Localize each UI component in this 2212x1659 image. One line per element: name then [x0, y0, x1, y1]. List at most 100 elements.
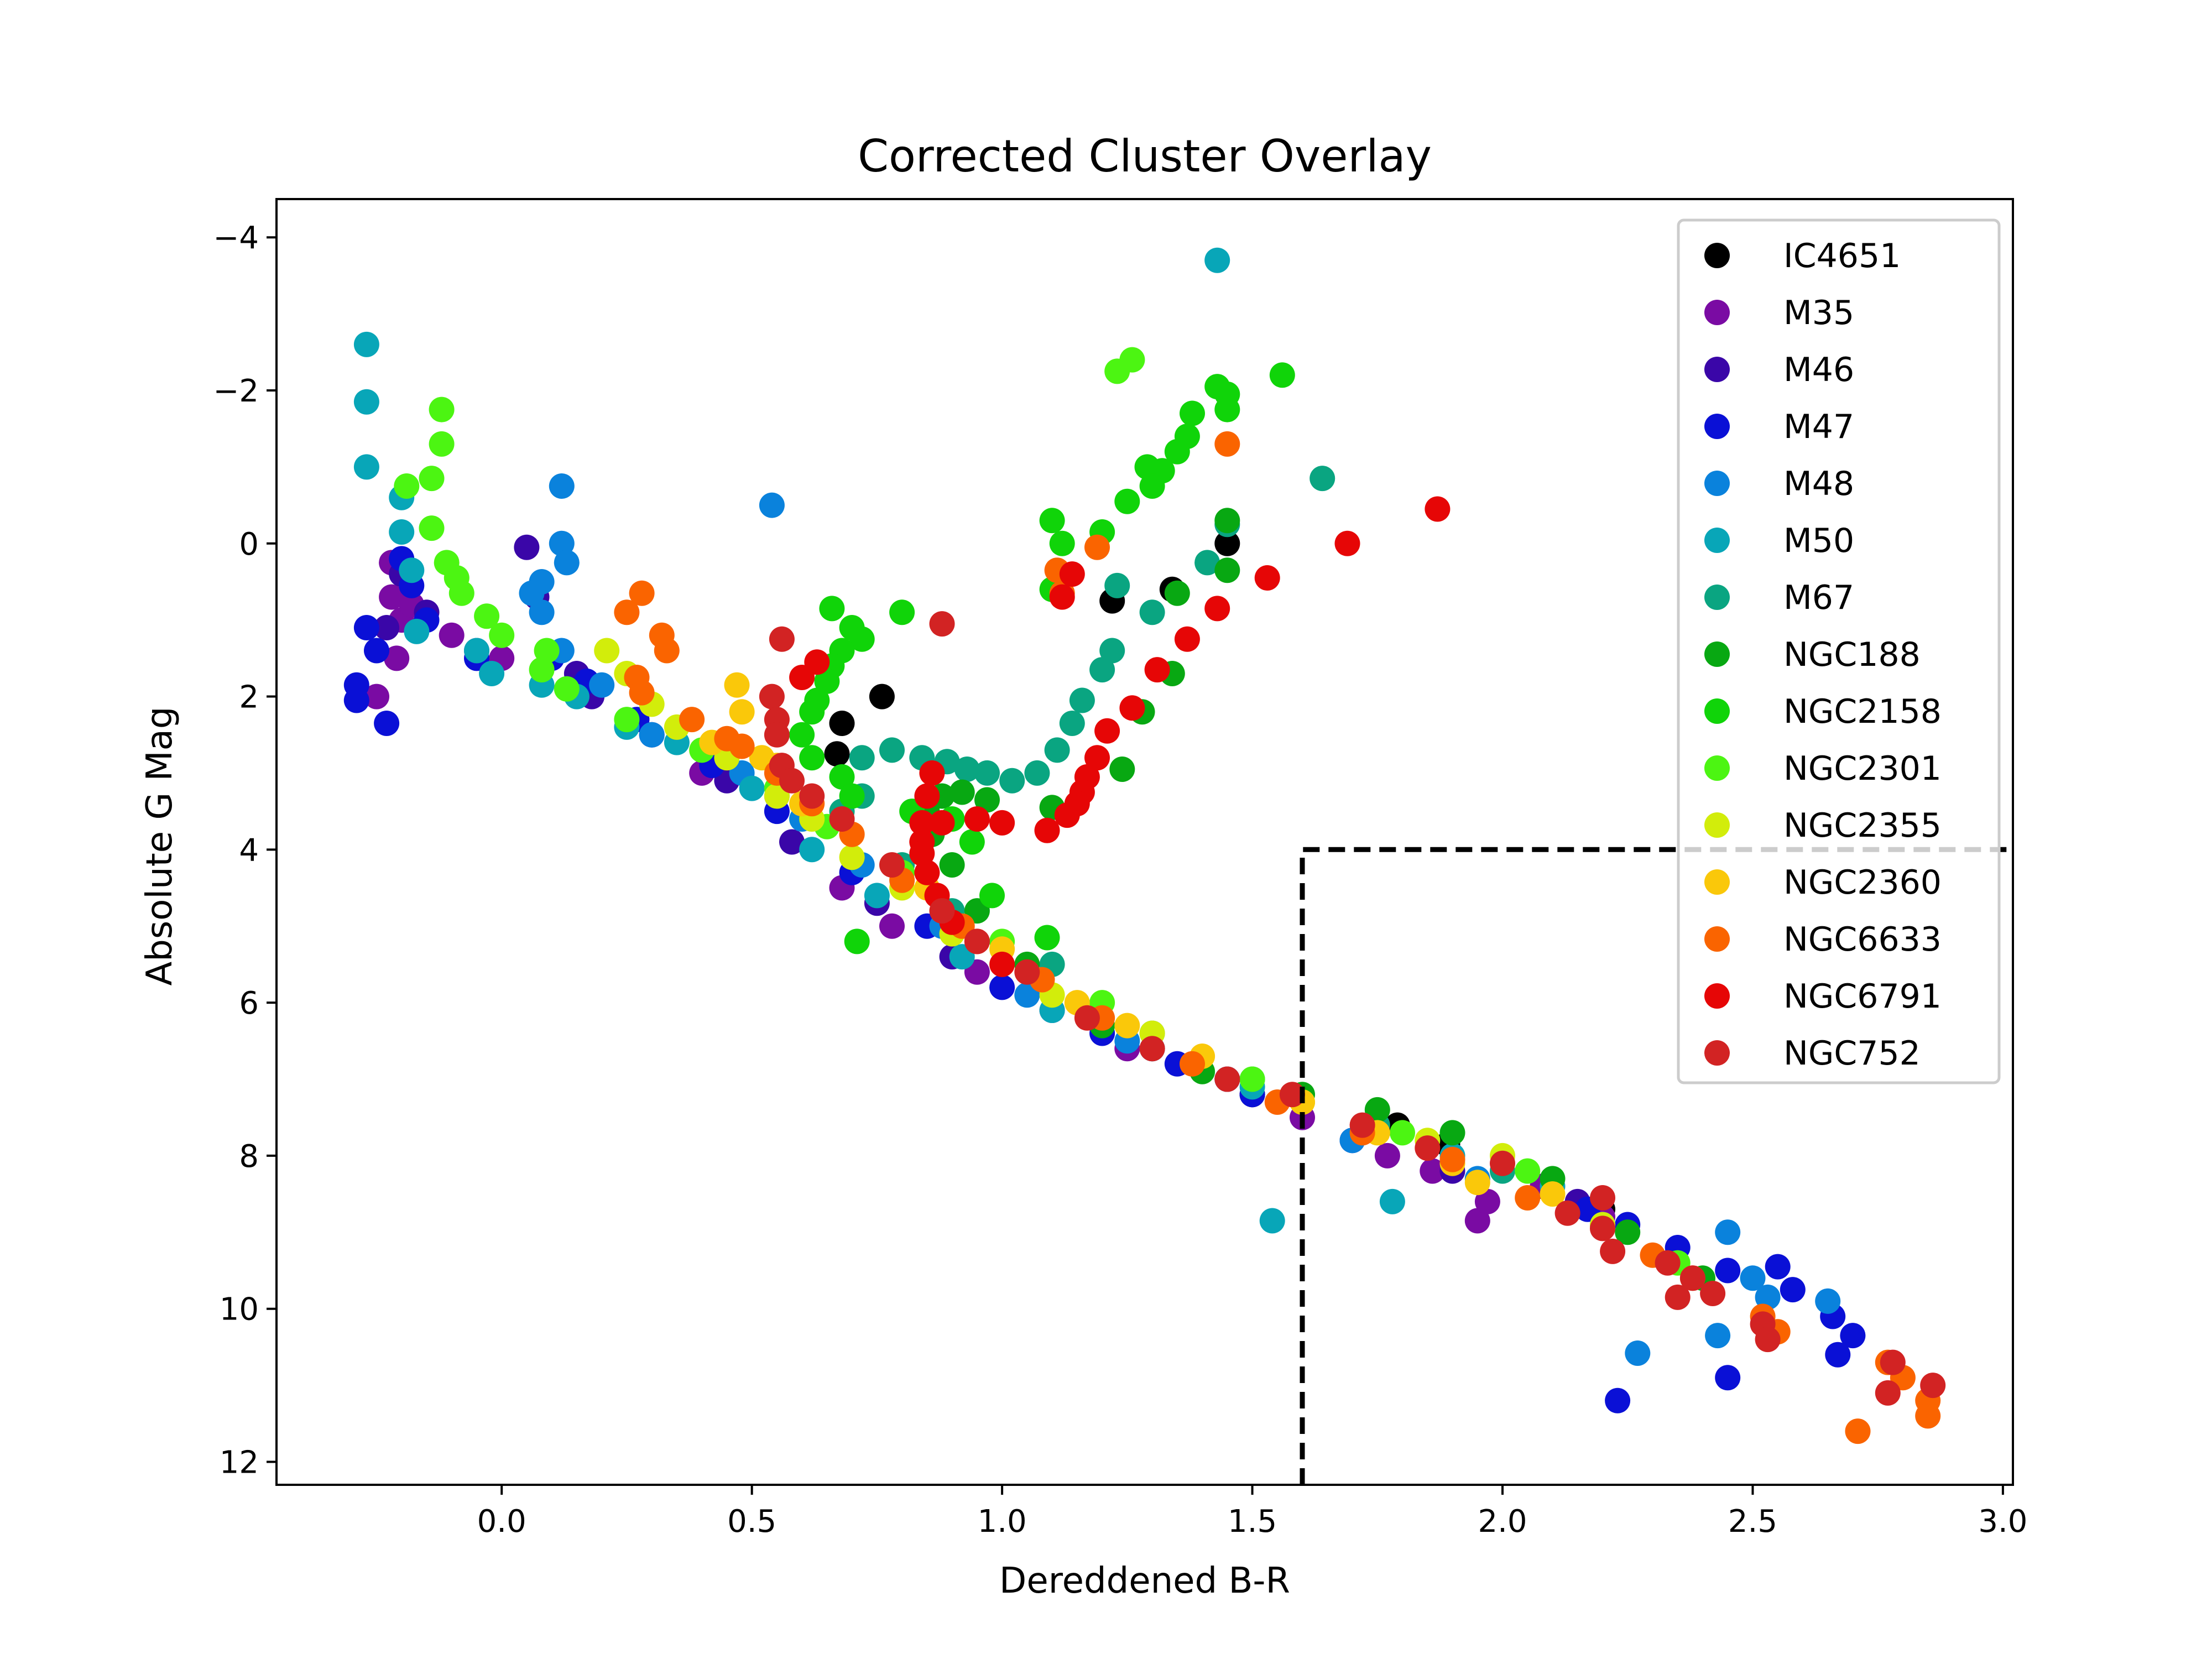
plot-frame [275, 198, 2014, 1486]
point-ngc2301-14 [554, 676, 580, 702]
point-m48-1 [759, 492, 785, 518]
point-ngc752-26 [1700, 1281, 1726, 1306]
point-ngc2301-1 [1104, 358, 1130, 384]
point-m47-28 [1825, 1342, 1851, 1368]
y-tick-label: −2 [213, 373, 259, 409]
point-ngc752-27 [1665, 1284, 1691, 1310]
point-m35-21 [1474, 1188, 1500, 1214]
point-ngc752-25 [1679, 1265, 1705, 1291]
point-ic4651-1 [869, 684, 895, 709]
point-ngc2301-24 [1515, 1158, 1541, 1184]
point-m48-0 [549, 473, 575, 499]
legend-marker-ic4651 [1704, 243, 1730, 268]
point-ngc752-4 [764, 722, 790, 748]
y-tick-label: 10 [220, 1292, 259, 1328]
point-m48-20 [1625, 1340, 1651, 1366]
legend-label-ngc188: NGC188 [1783, 635, 1921, 674]
point-ngc752-23 [1600, 1238, 1626, 1264]
point-m46-0 [374, 615, 400, 640]
point-ngc6791-20 [909, 841, 935, 867]
point-ngc6791-28 [919, 760, 945, 786]
point-ngc752-20 [1554, 1200, 1580, 1226]
point-ngc6791-5 [1144, 657, 1170, 683]
point-ngc6633-29 [1845, 1418, 1871, 1444]
legend-label-ngc6633: NGC6633 [1783, 920, 1942, 959]
y-axis-label: Absolute G Mag [139, 706, 180, 985]
x-tick-label: 1.5 [1228, 1504, 1277, 1540]
point-ngc752-29 [1755, 1327, 1781, 1353]
point-ngc188-19 [1439, 1120, 1465, 1146]
legend-marker-m50 [1704, 528, 1730, 553]
point-ic4651-2 [824, 741, 850, 767]
point-ngc6633-24 [1515, 1185, 1541, 1211]
y-tick-label: 12 [220, 1444, 259, 1480]
y-tick-label: 8 [239, 1139, 259, 1175]
legend-label-m50: M50 [1783, 521, 1854, 560]
point-ngc6791-25 [989, 951, 1015, 977]
point-m47-30 [1605, 1387, 1631, 1413]
point-ngc2301-3 [429, 431, 455, 457]
x-tick-label: 3.0 [1978, 1504, 2027, 1540]
point-ngc752-10 [929, 898, 955, 924]
point-m48-5 [519, 580, 545, 606]
point-m35-1 [384, 645, 410, 671]
point-ngc188-21 [1615, 1219, 1641, 1245]
point-m48-22 [1715, 1219, 1741, 1245]
legend-marker-ngc752 [1704, 1040, 1730, 1066]
legend-label-ngc752: NGC752 [1783, 1034, 1921, 1073]
point-m47-25 [1780, 1277, 1806, 1303]
point-ngc188-2 [1164, 580, 1190, 606]
point-m48-8 [589, 672, 615, 698]
point-ngc2158-27 [819, 596, 845, 622]
point-ngc752-19 [1490, 1150, 1515, 1176]
point-ngc2158-25 [829, 764, 855, 790]
legend-frame [1677, 218, 2001, 1084]
point-m50-21 [1259, 1208, 1285, 1234]
point-ngc2301-5 [394, 473, 420, 499]
x-tick-label: 2.0 [1478, 1504, 1527, 1540]
legend-marker-ngc6791 [1704, 983, 1730, 1009]
point-ngc188-5 [1109, 757, 1135, 782]
point-m35-13 [879, 913, 905, 939]
point-m35-20 [1464, 1208, 1490, 1234]
point-m67-5 [1099, 638, 1125, 664]
point-m50-15 [799, 837, 825, 863]
point-m50-5 [389, 519, 415, 545]
point-m48-21 [1705, 1323, 1731, 1349]
point-m35-7 [439, 622, 465, 648]
point-ngc2301-9 [448, 580, 474, 606]
point-ngc2301-2 [429, 397, 455, 422]
legend-marker-ngc2158 [1704, 698, 1730, 724]
point-ngc752-21 [1590, 1185, 1615, 1211]
point-ngc188-12 [939, 852, 965, 878]
point-m47-24 [1765, 1254, 1791, 1280]
point-ngc752-31 [1880, 1349, 1906, 1375]
point-ngc2158-2 [1214, 381, 1240, 407]
point-m48-3 [554, 550, 580, 576]
point-m47-3 [364, 638, 389, 664]
point-ngc6791-12 [1054, 802, 1080, 828]
point-m67-9 [1044, 737, 1070, 763]
point-ngc6791-6 [1119, 695, 1145, 721]
point-m67-12 [974, 760, 1000, 786]
point-ngc6633-20 [1180, 1051, 1205, 1077]
point-ngc2158-30 [1034, 925, 1060, 951]
point-ngc2158-15 [889, 599, 915, 625]
point-ngc6633-12 [729, 733, 755, 759]
legend-label-m67: M67 [1783, 578, 1854, 617]
point-m35-19 [1420, 1158, 1446, 1184]
x-tick-label: 2.5 [1728, 1504, 1777, 1540]
legend-marker-m46 [1704, 357, 1730, 382]
legend-label-m47: M47 [1783, 408, 1854, 446]
point-ngc6791-26 [1049, 584, 1075, 610]
point-ngc6633-7 [654, 638, 680, 664]
point-m50-3 [353, 454, 379, 480]
point-m46-9 [779, 829, 805, 855]
y-axis: −4 −2 0 2 4 6 8 10 12 [213, 220, 276, 1480]
point-ic4651-5 [1214, 530, 1240, 556]
legend-marker-ngc6633 [1704, 926, 1730, 952]
point-ngc6791-18 [909, 810, 935, 836]
point-ngc2158-9 [1139, 473, 1165, 499]
point-ngc2158-6 [1164, 439, 1190, 465]
